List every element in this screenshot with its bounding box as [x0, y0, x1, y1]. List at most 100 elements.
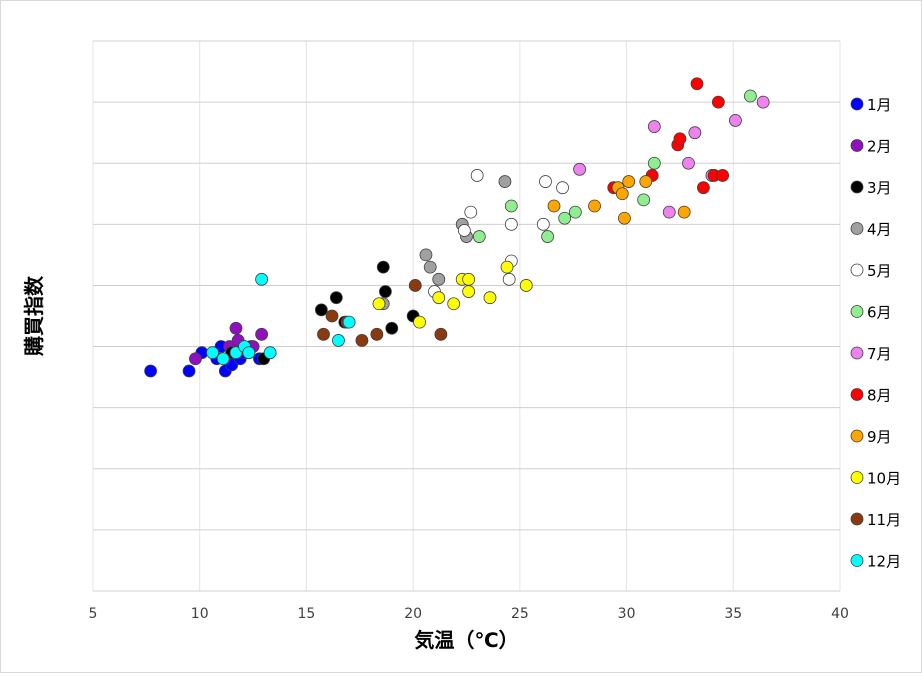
legend-item: 12月: [850, 553, 901, 571]
data-point: [539, 175, 552, 188]
data-point: [423, 260, 437, 274]
data-point: [419, 248, 433, 262]
data-point: [314, 303, 328, 317]
data-point: [413, 315, 426, 329]
legend-marker: [850, 139, 864, 152]
legend-label: 9月: [867, 428, 892, 446]
legend-marker: [850, 512, 864, 526]
data-point: [229, 321, 243, 335]
legend-label: 7月: [867, 345, 892, 363]
legend-label: 11月: [867, 511, 901, 529]
data-point: [462, 272, 476, 286]
data-point: [558, 211, 572, 225]
data-point: [729, 114, 742, 127]
data-point: [711, 95, 725, 109]
data-point: [434, 327, 448, 341]
data-point: [504, 217, 518, 231]
legend-item: 4月: [850, 221, 892, 239]
data-point: [470, 169, 484, 182]
legend-marker: [850, 346, 864, 360]
data-point: [673, 132, 687, 146]
data-point: [432, 291, 446, 305]
x-tick-label: 20: [404, 606, 422, 622]
data-point: [547, 199, 561, 213]
data-point: [464, 205, 478, 219]
data-point: [447, 297, 461, 311]
data-point: [615, 187, 629, 201]
data-point: [408, 279, 422, 292]
x-axis-title: 気温（℃）: [414, 628, 518, 652]
legend-marker: [850, 471, 864, 484]
legend-item: 3月: [850, 179, 892, 197]
data-point: [637, 193, 651, 207]
x-tick-label: 10: [191, 606, 209, 622]
data-points: [144, 77, 770, 378]
data-point: [206, 346, 219, 360]
data-point: [182, 364, 196, 378]
data-point: [263, 346, 277, 360]
data-point: [556, 181, 569, 195]
data-point: [462, 285, 476, 298]
legend-label: 12月: [867, 553, 901, 571]
legend-marker: [850, 180, 864, 194]
legend-label: 3月: [867, 179, 892, 197]
data-point: [342, 315, 356, 329]
legend-marker: [850, 554, 864, 567]
data-point: [716, 169, 730, 182]
legend-item: 1月: [850, 96, 892, 114]
data-point: [432, 272, 446, 286]
data-point: [483, 291, 497, 305]
data-point: [662, 205, 676, 219]
data-point: [756, 95, 770, 109]
data-point: [682, 156, 695, 170]
data-point: [502, 272, 516, 286]
legend-marker: [850, 305, 864, 318]
data-point: [647, 156, 661, 170]
data-point: [317, 327, 330, 341]
data-point: [677, 205, 691, 219]
data-point: [355, 334, 369, 347]
data-point: [639, 175, 653, 188]
legend: 1月 2月 3月 4月 5月 6月 7月 8月 9月 10月 11月 12月: [850, 96, 901, 571]
legend-item: 6月: [850, 304, 892, 322]
data-point: [500, 260, 514, 274]
legend-marker: [850, 429, 864, 443]
plot-area: [93, 41, 840, 591]
x-tick-label: 30: [618, 606, 636, 622]
data-point: [325, 309, 339, 323]
data-point: [618, 211, 631, 225]
legend-label: 4月: [867, 221, 892, 239]
data-point: [568, 205, 582, 219]
data-point: [588, 199, 601, 213]
data-point: [378, 285, 392, 298]
data-point: [690, 77, 704, 91]
x-tick-label: 35: [724, 606, 742, 622]
legend-label: 6月: [867, 304, 892, 322]
legend-item: 9月: [850, 428, 892, 446]
legend-label: 2月: [867, 138, 892, 156]
data-point: [541, 230, 555, 243]
data-point: [372, 297, 386, 311]
legend-item: 2月: [850, 138, 892, 156]
data-point: [472, 230, 486, 243]
data-point: [688, 126, 702, 140]
data-point: [743, 89, 757, 103]
x-tick-label: 5: [89, 606, 98, 622]
x-tick-labels: 5 10 15 20 25 30 35 40: [89, 606, 849, 622]
data-point: [573, 162, 587, 176]
legend-marker: [850, 222, 864, 235]
legend-marker: [850, 388, 864, 401]
data-point: [332, 334, 345, 347]
y-axis-title: 購買指数: [22, 275, 46, 356]
legend-item: 5月: [850, 262, 892, 280]
data-point: [622, 175, 636, 188]
data-point: [189, 352, 202, 366]
data-point: [329, 291, 343, 305]
data-point: [457, 224, 471, 237]
x-tick-label: 25: [511, 606, 529, 622]
data-point: [216, 352, 230, 366]
legend-item: 11月: [850, 511, 901, 529]
data-point: [498, 175, 512, 188]
